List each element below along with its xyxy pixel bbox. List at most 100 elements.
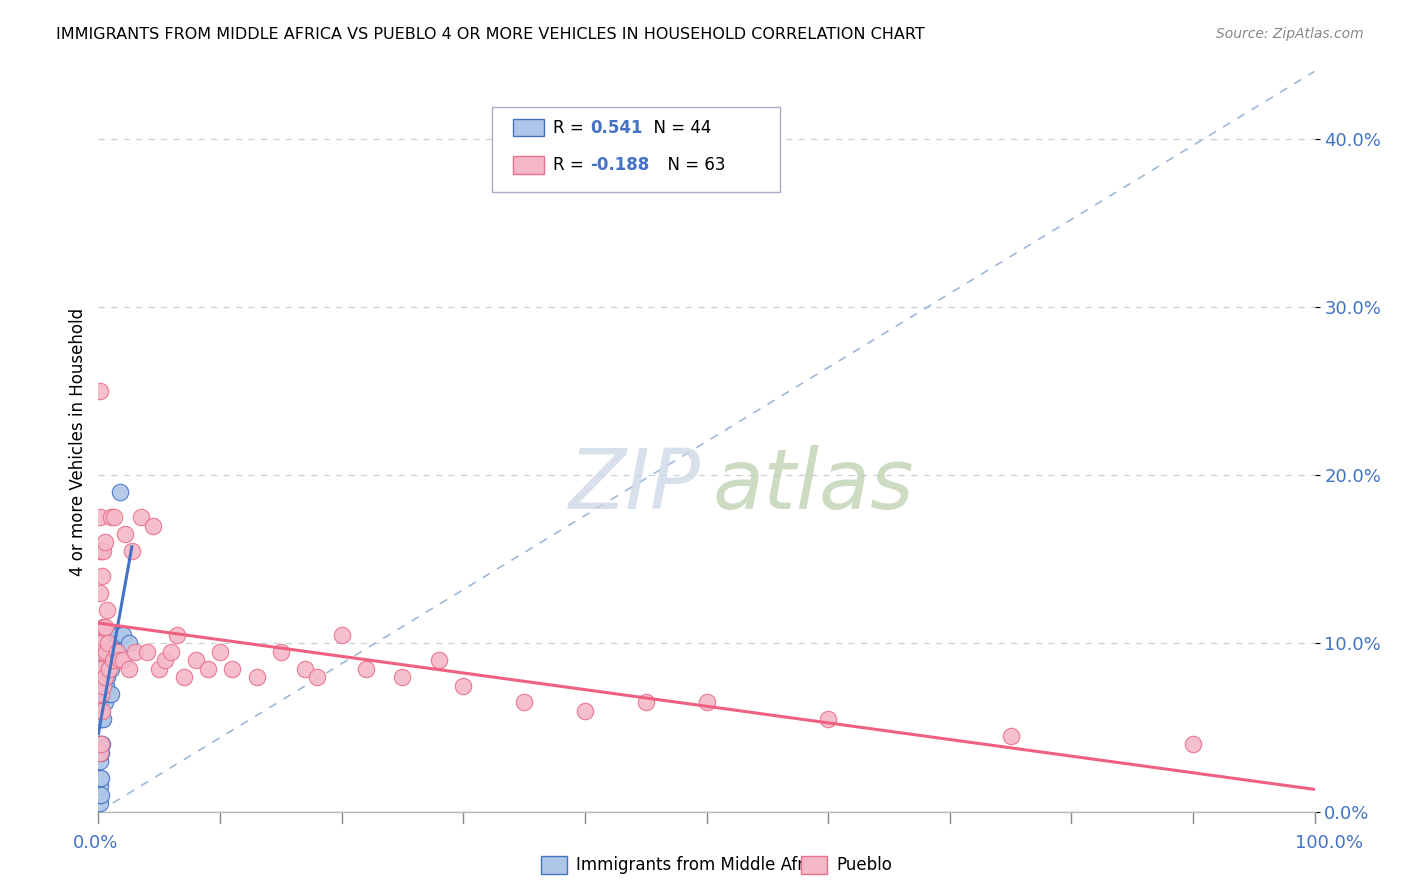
Point [129,510,152,524]
Point [103,645,125,659]
Point [89,679,111,693]
Point [121,544,143,558]
Point [91,712,114,726]
Point [90,636,112,650]
Point [330,628,353,642]
Point [90,653,112,667]
Point [817,712,839,726]
Point [89,662,111,676]
Point [136,645,159,659]
Point [100,687,122,701]
Point [427,653,450,667]
Point [245,670,267,684]
Text: N = 44: N = 44 [643,119,711,136]
Point [209,645,232,659]
Point [91,645,114,659]
Text: R =: R = [553,156,589,174]
Point [197,662,219,676]
Point [91,679,114,693]
Point [97,636,120,650]
Point [118,662,141,676]
Point [90,788,112,802]
Point [97,687,120,701]
Point [93,636,115,650]
Point [93,670,115,684]
Point [173,670,195,684]
Point [89,788,111,802]
Point [101,653,124,667]
Text: N = 63: N = 63 [657,156,725,174]
Y-axis label: 4 or more Vehicles in Household: 4 or more Vehicles in Household [69,308,87,575]
Point [221,662,243,676]
Text: 0.541: 0.541 [591,119,643,136]
Point [90,746,112,760]
Point [513,695,536,709]
Point [96,603,118,617]
Point [90,704,112,718]
Point [98,662,121,676]
Point [634,695,657,709]
Point [142,518,165,533]
Text: IMMIGRANTS FROM MIDDLE AFRICA VS PUEBLO 4 OR MORE VEHICLES IN HOUSEHOLD CORRELAT: IMMIGRANTS FROM MIDDLE AFRICA VS PUEBLO … [56,27,925,42]
Point [91,679,114,693]
Point [91,738,114,752]
Point [91,687,114,701]
Point [89,738,111,752]
Point [307,670,329,684]
Point [91,704,114,718]
Point [90,544,112,558]
Point [100,636,122,650]
Text: Source: ZipAtlas.com: Source: ZipAtlas.com [1216,27,1364,41]
Text: 0.0%: 0.0% [73,834,118,852]
Point [94,645,117,659]
Point [89,780,111,794]
Point [90,679,112,693]
Point [103,510,125,524]
Point [94,645,117,659]
Point [93,619,115,633]
Point [155,653,177,667]
Point [89,704,111,718]
Point [89,628,111,642]
Point [111,628,134,642]
Point [89,771,111,785]
Point [97,653,120,667]
Text: -0.188: -0.188 [591,156,650,174]
Point [105,628,128,642]
Point [453,679,475,693]
Point [96,670,118,684]
Text: ZIP: ZIP [568,445,700,526]
Point [166,628,188,642]
Point [89,586,111,600]
Point [89,746,111,760]
Point [98,662,121,676]
Point [89,384,111,398]
Point [91,619,114,633]
Text: 100.0%: 100.0% [1295,834,1362,852]
Point [118,636,141,650]
Point [110,653,132,667]
Point [89,712,111,726]
Point [90,738,112,752]
Point [114,527,136,541]
Point [89,754,111,768]
Point [89,544,111,558]
Point [574,704,596,718]
Text: R =: R = [553,119,589,136]
Text: Pueblo: Pueblo [837,856,893,874]
Point [101,653,124,667]
Point [270,645,292,659]
Point [91,569,114,583]
Point [93,535,115,549]
Point [89,695,111,709]
Point [91,662,114,676]
Point [91,645,114,659]
Point [90,687,112,701]
Point [105,645,128,659]
Point [391,670,413,684]
Point [696,695,718,709]
Point [100,510,122,524]
Point [93,670,115,684]
Point [111,653,134,667]
Point [96,636,118,650]
